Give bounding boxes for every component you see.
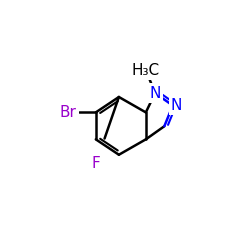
Text: N: N	[171, 98, 182, 113]
Text: Br: Br	[60, 105, 76, 120]
Text: H₃C: H₃C	[132, 62, 160, 78]
Text: F: F	[92, 156, 100, 172]
Text: N: N	[150, 86, 161, 101]
